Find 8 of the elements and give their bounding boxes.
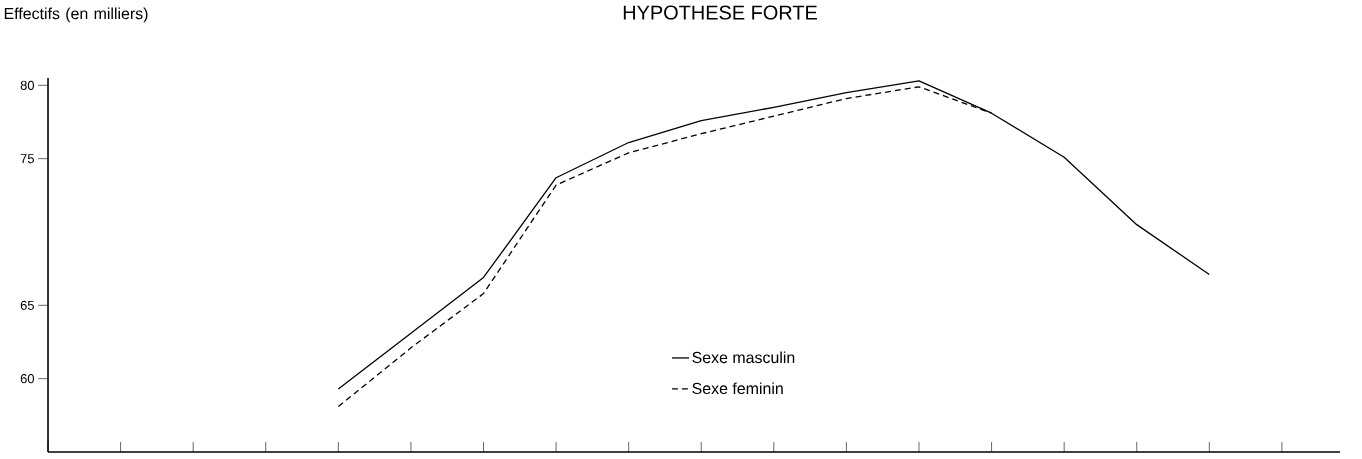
- y-tick-label: 60: [20, 374, 35, 384]
- legend-label: Sexe masculin: [692, 351, 795, 364]
- y-tick-label: 75: [20, 154, 34, 164]
- y-axis-title: Effectifs (en milliers): [4, 7, 148, 23]
- y-tick-label: 65: [20, 300, 34, 310]
- chart-title: HYPOTHESE FORTE: [623, 5, 817, 20]
- y-tick-label: 80: [20, 80, 35, 90]
- legend-label: Sexe feminin: [692, 382, 783, 395]
